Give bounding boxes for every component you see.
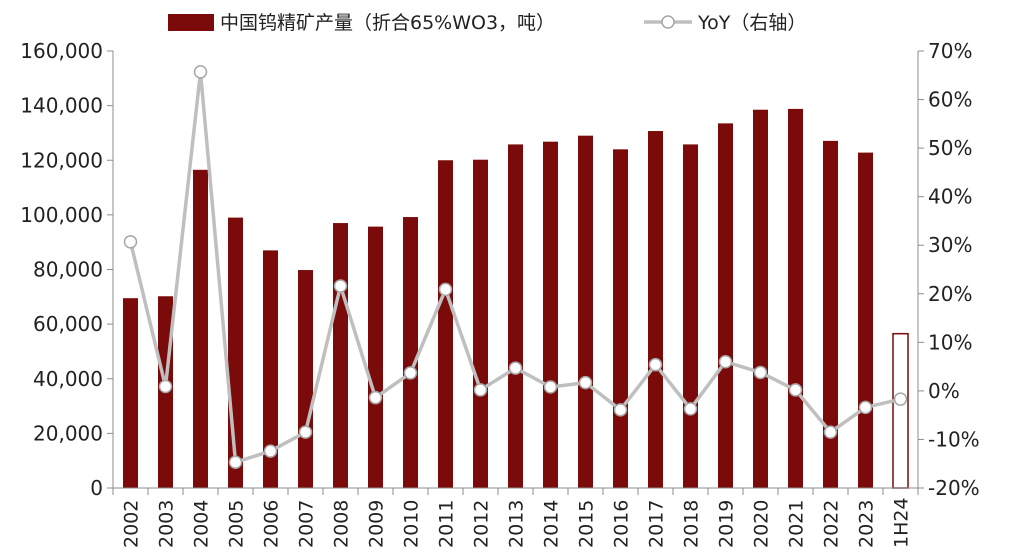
x-tick-label: 2015 <box>576 500 598 548</box>
bar <box>823 140 838 488</box>
right-tick-label: 40% <box>928 185 972 209</box>
bar <box>193 169 208 488</box>
yoy-point <box>333 279 348 293</box>
x-tick-label: 2003 <box>156 500 178 548</box>
bar <box>858 152 873 489</box>
x-tick-label: 2002 <box>121 500 143 548</box>
bar <box>718 123 733 489</box>
yoy-point <box>648 357 663 372</box>
x-tick-label: 2009 <box>366 500 388 548</box>
yoy-point <box>473 383 488 397</box>
bar <box>263 250 278 488</box>
legend-swatch-bar <box>168 14 214 31</box>
yoy-point <box>403 366 418 380</box>
yoy-point <box>893 392 908 406</box>
yoy-point <box>298 425 313 439</box>
legend-label-production: 中国钨精矿产量（折合65%WO3，吨） <box>220 12 555 34</box>
bar <box>333 223 348 488</box>
bar <box>438 160 453 488</box>
x-tick-label: 1H24 <box>891 497 913 548</box>
yoy-point <box>193 65 208 79</box>
right-tick-label: 70% <box>928 39 972 63</box>
x-tick-label: 2019 <box>716 500 738 548</box>
x-tick-label: 2006 <box>261 500 283 548</box>
x-axis: 2002 2003 2004 2005 2006 2007 2008 2009 2010 2011… <box>112 487 919 548</box>
x-tick-label: 2007 <box>296 500 318 548</box>
x-tick-label: 2018 <box>681 500 703 548</box>
yoy-point <box>718 355 733 369</box>
legend: 中国钨精矿产量（折合65%WO3，吨） YoY（右轴） <box>168 12 806 34</box>
left-tick-label: 40,000 <box>33 367 103 391</box>
yoy-point <box>228 455 243 470</box>
yoy-point <box>858 400 873 415</box>
yoy-point <box>753 365 768 380</box>
left-tick-label: 0 <box>90 476 103 500</box>
yoy-point <box>788 383 803 397</box>
x-tick-label: 2023 <box>856 500 878 548</box>
bar <box>403 217 418 488</box>
left-tick-label: 100,000 <box>20 203 103 227</box>
legend-swatch-marker <box>661 15 675 29</box>
yoy-point <box>263 444 278 458</box>
left-tick-label: 60,000 <box>33 312 103 336</box>
bar <box>648 131 663 488</box>
yoy-point <box>368 390 383 405</box>
yoy-point <box>578 375 593 390</box>
yoy-point <box>508 361 523 375</box>
right-tick-label: -10% <box>928 427 980 451</box>
yoy-point <box>823 425 838 439</box>
bar <box>753 109 768 489</box>
yoy-point <box>683 402 698 416</box>
x-tick-label: 2012 <box>471 500 493 548</box>
bar <box>788 108 803 488</box>
right-tick-label: 50% <box>928 136 972 160</box>
left-axis: 0 20,000 40,000 60,000 80,000 100,000 120,000 1… <box>20 39 114 500</box>
yoy-point <box>123 235 138 249</box>
bar <box>543 141 558 489</box>
right-tick-label: 20% <box>928 282 972 306</box>
right-tick-label: -20% <box>928 476 980 500</box>
right-tick-label: 0% <box>928 379 960 403</box>
yoy-point <box>438 282 453 297</box>
yoy-point <box>158 379 173 394</box>
bar <box>473 159 488 489</box>
right-tick-label: 10% <box>928 330 972 354</box>
left-tick-label: 80,000 <box>33 258 103 282</box>
left-tick-label: 20,000 <box>33 421 103 445</box>
right-tick-label: 60% <box>928 88 972 112</box>
yoy-line <box>123 65 908 470</box>
bar <box>368 226 383 488</box>
x-tick-label: 2016 <box>611 500 633 548</box>
bar <box>578 135 593 488</box>
bar <box>508 144 523 488</box>
x-tick-label: 2021 <box>786 500 808 548</box>
x-tick-label: 2010 <box>401 500 423 548</box>
x-tick-label: 2008 <box>331 500 353 548</box>
left-tick-label: 160,000 <box>20 39 103 63</box>
x-tick-label: 2014 <box>541 500 563 548</box>
bar <box>613 149 628 488</box>
x-tick-label: 2005 <box>226 500 248 548</box>
bars <box>123 108 909 489</box>
legend-label-yoy: YoY（右轴） <box>697 12 806 34</box>
x-tick-label: 2013 <box>506 500 528 548</box>
right-axis: -20% -10% 0% 10% 20% 30% 40% 50% 60% 70% <box>917 39 980 500</box>
left-tick-label: 140,000 <box>20 94 103 118</box>
x-tick-label: 2011 <box>436 500 458 548</box>
right-tick-label: 30% <box>928 233 972 257</box>
bar <box>298 270 313 488</box>
left-tick-label: 120,000 <box>20 148 103 172</box>
x-tick-label: 2004 <box>191 500 213 548</box>
x-tick-label: 2017 <box>646 500 668 548</box>
yoy-point <box>543 380 558 394</box>
x-tick-label: 2022 <box>821 500 843 548</box>
bar <box>892 332 909 489</box>
bar <box>683 144 698 488</box>
yoy-point <box>613 403 628 417</box>
bar <box>123 298 138 488</box>
x-tick-label: 2020 <box>751 500 773 548</box>
